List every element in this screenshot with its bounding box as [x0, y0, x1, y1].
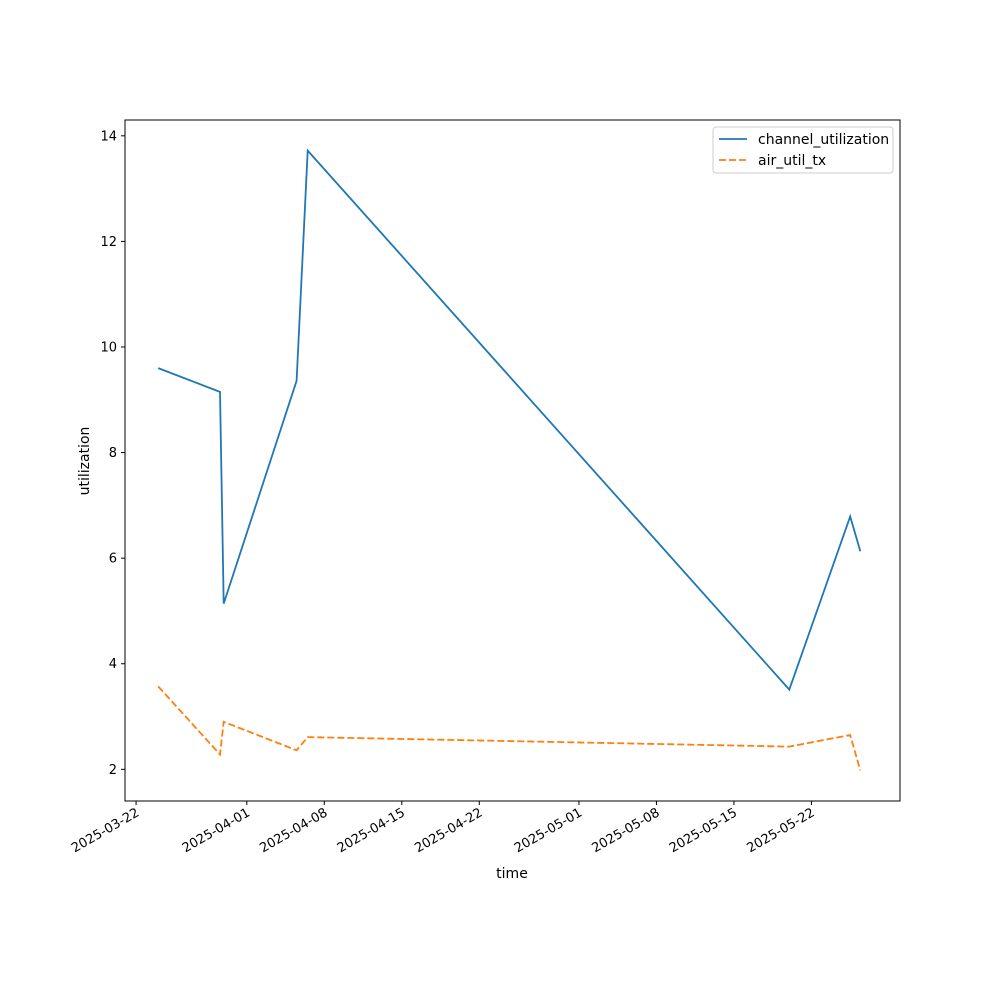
- x-tick-label: 2025-05-15: [667, 805, 740, 856]
- x-tick-label: 2025-04-15: [335, 805, 408, 856]
- y-axis: 2 4 6 8 10 12 14: [100, 129, 125, 778]
- y-tick-label: 6: [109, 552, 117, 567]
- x-tick-label: 2025-05-01: [512, 805, 585, 856]
- x-tick-label: 2025-03-22: [69, 805, 142, 856]
- x-tick-label: 2025-04-22: [412, 805, 485, 856]
- legend: channel_utilization air_util_tx: [712, 126, 894, 174]
- y-axis-label: utilization: [77, 427, 93, 496]
- legend-label: channel_utilization: [758, 132, 889, 148]
- plot-frame: [124, 119, 901, 802]
- y-tick-label: 8: [109, 446, 117, 461]
- series-line-air-util-tx: [157, 685, 862, 771]
- plot-lines: [157, 148, 862, 771]
- y-tick-label: 10: [100, 341, 117, 356]
- x-tick-label: 2025-05-22: [744, 805, 817, 856]
- series-line-channel-utilization: [157, 148, 862, 692]
- y-tick-label: 4: [109, 657, 117, 672]
- y-tick-label: 14: [100, 129, 117, 144]
- x-tick-label: 2025-05-08: [589, 805, 662, 856]
- legend-frame: [712, 126, 894, 174]
- y-tick-label: 12: [100, 235, 117, 250]
- x-axis-label: time: [496, 866, 528, 882]
- legend-label: air_util_tx: [758, 153, 826, 169]
- x-tick-label: 2025-04-08: [257, 805, 330, 856]
- y-tick-label: 2: [109, 763, 117, 778]
- x-axis: 2025-03-22 2025-04-01 2025-04-08 2025-04-15…: [69, 801, 817, 856]
- x-tick-label: 2025-04-01: [180, 805, 253, 856]
